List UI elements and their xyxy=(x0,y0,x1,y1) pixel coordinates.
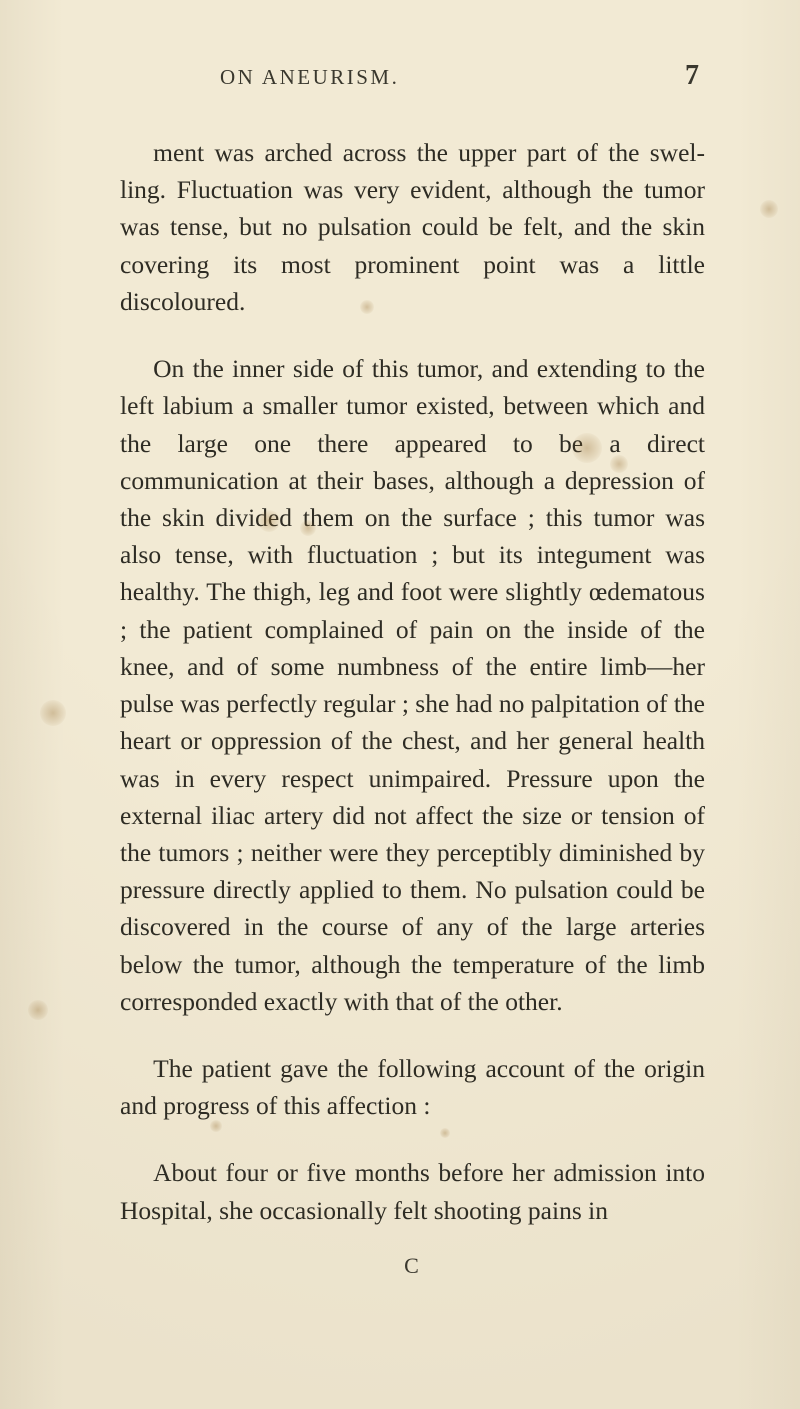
paragraph: About four or five months before her adm… xyxy=(120,1154,705,1228)
signature-mark: C xyxy=(120,1253,705,1279)
running-title: ON ANEURISM. xyxy=(220,65,399,90)
body-text: ment was arched across the upper part of… xyxy=(120,134,705,1229)
page-container: ON ANEURISM. 7 ment was arched across th… xyxy=(0,0,800,1409)
page-number: 7 xyxy=(685,60,699,92)
paragraph: ment was arched across the upper part of… xyxy=(120,134,705,320)
running-head: ON ANEURISM. 7 xyxy=(120,60,705,92)
paragraph: The patient gave the following account o… xyxy=(120,1050,705,1124)
paragraph: On the inner side of this tumor, and ext… xyxy=(120,350,705,1020)
